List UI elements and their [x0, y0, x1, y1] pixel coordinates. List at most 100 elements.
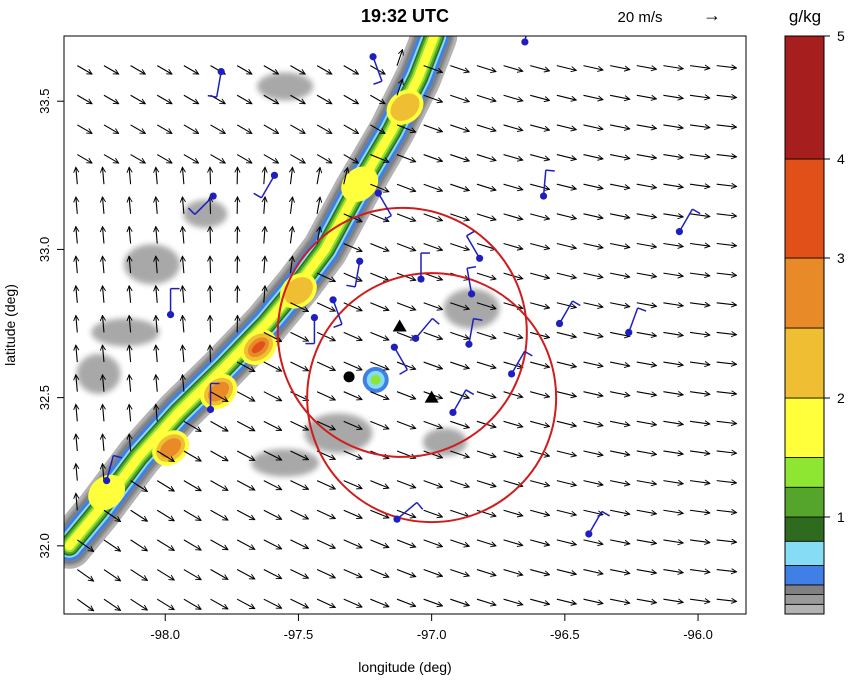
wind-barb-staff	[332, 299, 343, 325]
wind-vector	[317, 197, 320, 214]
wind-vector	[716, 362, 737, 364]
wind-vector	[476, 539, 496, 546]
wind-vector	[370, 272, 389, 281]
wind-vector	[530, 509, 549, 515]
wind-vector	[210, 154, 226, 164]
wind-vector	[450, 361, 469, 368]
wind-vector	[129, 256, 130, 274]
wind-vector	[370, 598, 389, 607]
wind-vector	[503, 154, 523, 161]
wind-vector	[689, 510, 710, 513]
wind-vector	[530, 242, 549, 248]
station-dot	[675, 228, 683, 236]
wind-vector	[476, 450, 496, 457]
wind-vector	[503, 509, 523, 516]
wind-vector	[290, 167, 292, 185]
rain-core	[160, 438, 182, 458]
wind-vector	[130, 539, 148, 551]
wind-vector	[503, 302, 523, 309]
colorbar-bin	[784, 397, 825, 458]
wind-vector	[556, 598, 576, 604]
wind-vector	[716, 510, 737, 512]
wind-vector	[583, 183, 603, 188]
wind-vector	[343, 539, 362, 548]
wind-vector	[423, 272, 443, 280]
wind-vector	[316, 302, 335, 311]
wind-vector	[716, 451, 737, 453]
wind-vector	[556, 480, 576, 486]
wind-vector	[716, 332, 737, 334]
wind-vector	[156, 197, 157, 214]
wind-vector	[476, 302, 496, 309]
wind-barb-flag	[572, 300, 581, 307]
rain-core	[88, 474, 126, 511]
wind-vector	[210, 315, 211, 333]
wind-vector	[343, 361, 362, 370]
y-axis-ticks: 32.0 32.5 33.0 33.5	[37, 89, 64, 558]
wind-vector	[129, 315, 130, 333]
wind-vector	[610, 242, 630, 247]
wind-barb-flag	[545, 169, 555, 172]
x-tick-label: -97.0	[417, 627, 447, 642]
wind-vector	[716, 214, 737, 216]
wind-barb-flag	[466, 265, 477, 270]
wind-vector	[716, 421, 737, 423]
wind-vector	[423, 450, 443, 458]
station-dot	[206, 405, 215, 414]
wind-barb-staff	[396, 501, 418, 520]
wind-vector	[689, 332, 710, 335]
wind-vector	[182, 167, 183, 185]
wind-vector	[610, 450, 630, 455]
wind-vector	[503, 450, 523, 457]
wind-vector	[503, 598, 523, 605]
wind-vector	[370, 361, 389, 370]
wind-vector	[290, 154, 305, 164]
y-axis-label: latitude (deg)	[2, 284, 18, 366]
wind-vector	[689, 66, 710, 69]
station-dot	[374, 189, 382, 197]
wind-vector	[76, 197, 77, 214]
wind-vector	[290, 197, 292, 214]
wind-vector	[396, 124, 416, 132]
wind-vector	[610, 539, 630, 544]
wind-vector	[236, 361, 255, 371]
wind-vector	[476, 154, 496, 161]
wind-vector	[156, 154, 172, 164]
wind-vector	[636, 509, 657, 514]
colorbar-bin	[784, 486, 825, 518]
wind-vector	[156, 315, 157, 333]
wind-vector	[450, 94, 469, 101]
wind-vector	[583, 154, 603, 159]
wind-vector	[263, 480, 282, 491]
wind-vector	[156, 124, 172, 134]
wind-vector	[689, 599, 710, 602]
wind-vector	[156, 375, 157, 392]
wind-vector	[503, 213, 523, 220]
wind-vector	[156, 569, 174, 581]
colorbar-unit: g/kg	[789, 7, 821, 26]
wind-vector	[290, 450, 308, 460]
wind-vector	[236, 420, 255, 430]
wind-vector	[396, 539, 416, 547]
wind-vector	[423, 598, 443, 606]
wind-vector	[636, 302, 657, 307]
wind-vector	[263, 65, 279, 75]
wind-vector	[689, 540, 710, 543]
vector-scale-arrow-icon: →	[703, 5, 721, 25]
wind-vector	[263, 124, 279, 134]
wind-vector	[503, 391, 523, 398]
wind-vector	[423, 539, 443, 547]
wind-vector	[663, 243, 683, 246]
wind-vector	[316, 391, 335, 400]
wind-vector	[182, 256, 183, 274]
wind-vector	[182, 345, 183, 363]
radar-triangle-icon	[392, 319, 407, 332]
wind-barb-flag	[431, 317, 440, 325]
wind-barb-staff	[372, 56, 383, 82]
wind-vector	[236, 509, 255, 519]
wind-vector	[343, 569, 362, 578]
wind-vector	[102, 464, 103, 481]
wind-vector	[556, 302, 576, 308]
wind-vector	[183, 598, 201, 609]
